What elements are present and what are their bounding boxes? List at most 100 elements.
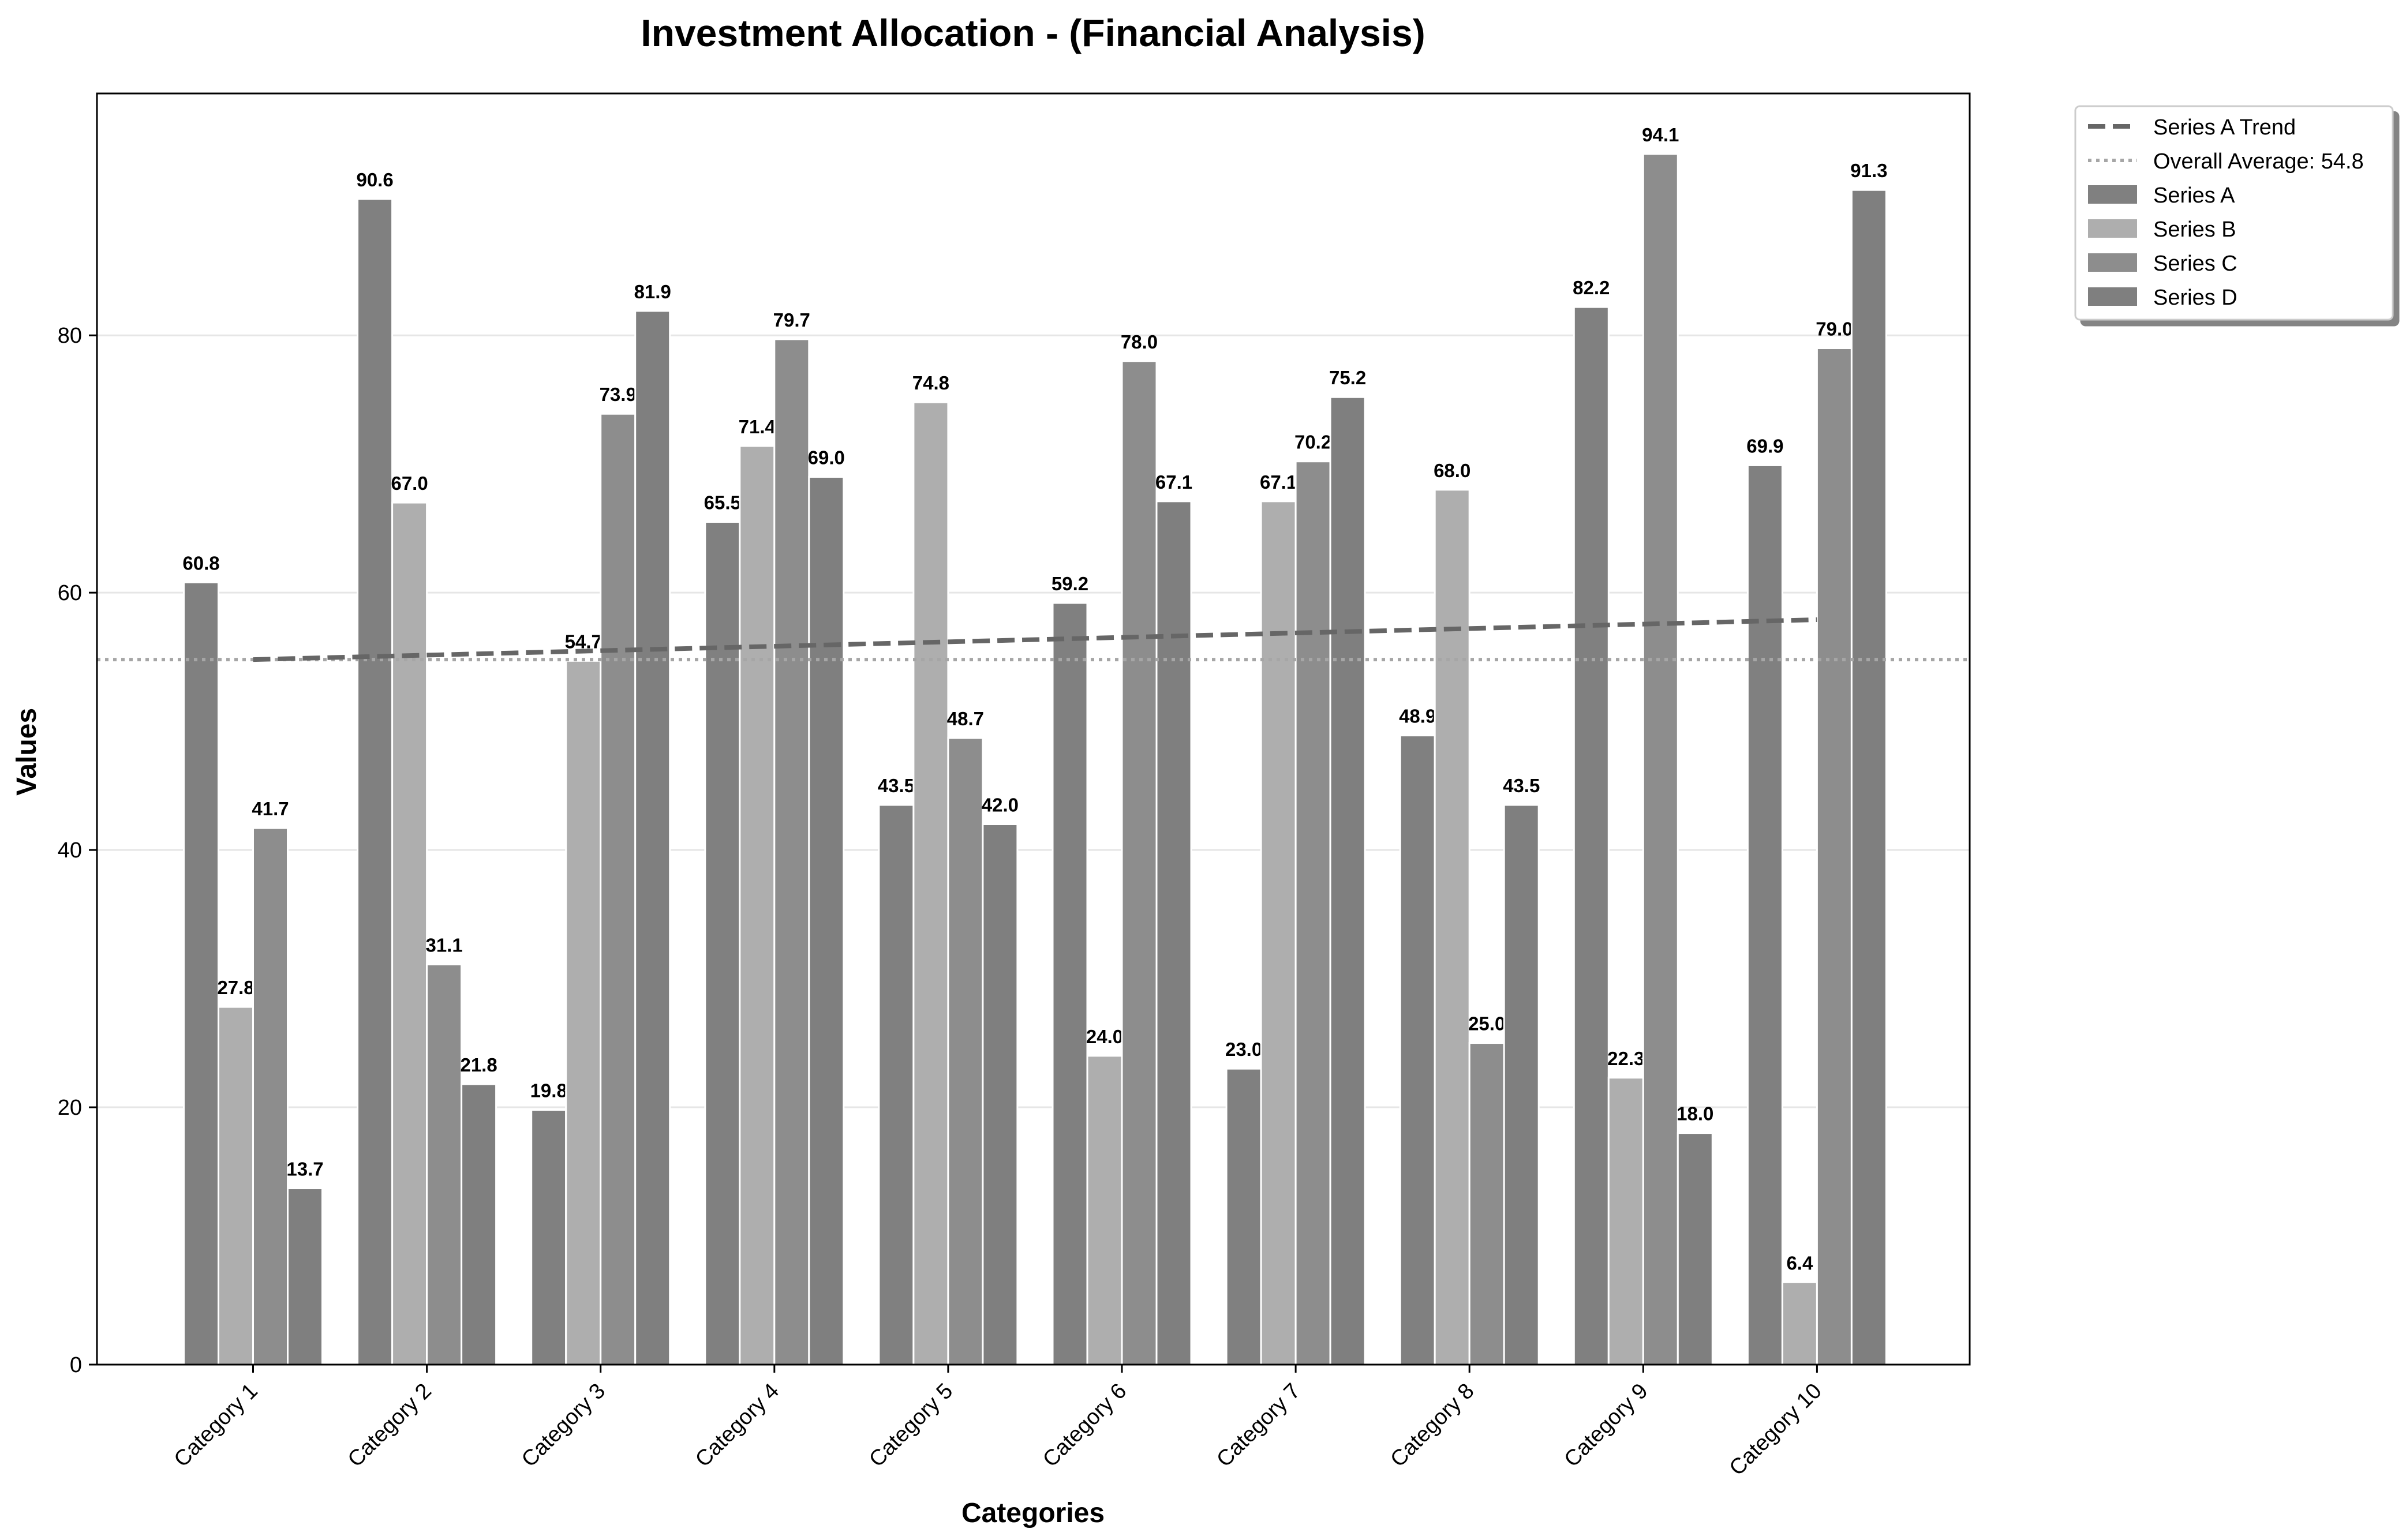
bar-value-label: 43.5 (878, 775, 915, 796)
bar-value-label: 78.0 (1121, 331, 1158, 353)
bar-value-label: 67.0 (391, 473, 428, 494)
series-4-bars: 13.7 21.8 81.9 69.0 42.0 67.1 75.2 43.5 18.0 91.3 (286, 160, 1888, 1366)
y-tick-label: 80 (58, 324, 82, 348)
bar-value-label: 43.5 (1503, 775, 1540, 796)
legend-swatch-series (2088, 287, 2137, 306)
bar-value-label: 31.1 (425, 935, 462, 956)
bar (634, 310, 671, 1366)
bar (1225, 1067, 1262, 1366)
x-tick-label: Category 1 (170, 1379, 263, 1472)
x-tick-label: Category 5 (865, 1379, 957, 1472)
bar (739, 445, 776, 1366)
bar-value-label: 23.0 (1225, 1039, 1262, 1060)
bar-value-label: 71.4 (739, 416, 776, 437)
bar (218, 1006, 254, 1366)
bar (183, 581, 219, 1366)
bar (1781, 1281, 1818, 1366)
series-3-bars: 41.7 31.1 73.9 79.7 48.7 78.0 70.2 25.0 94.1 79.0 (252, 124, 1853, 1366)
bar-value-label: 90.6 (356, 169, 393, 190)
bar-value-label: 41.7 (252, 798, 289, 819)
bar (287, 1187, 323, 1366)
bar (357, 198, 394, 1366)
legend-swatch-series (2088, 219, 2137, 238)
x-tick-label: Category 7 (1212, 1379, 1305, 1472)
bar-value-label: 67.1 (1155, 471, 1192, 493)
bar (1052, 602, 1088, 1366)
bar (1121, 360, 1158, 1366)
chart-title: Investment Allocation - (Financial Analy… (641, 12, 1425, 54)
bar-value-label: 91.3 (1850, 160, 1887, 181)
legend-label: Series D (2153, 286, 2237, 310)
bar (1434, 489, 1470, 1366)
bar-value-label: 81.9 (634, 281, 671, 302)
bar (1607, 1077, 1644, 1366)
bar-value-label: 69.0 (808, 447, 845, 468)
bar-value-label: 48.7 (947, 708, 984, 729)
legend-label: Series C (2153, 252, 2237, 276)
bar-value-label: 42.0 (982, 795, 1019, 816)
bar (1260, 500, 1297, 1366)
bar (704, 521, 741, 1366)
y-tick-label: 20 (58, 1096, 82, 1120)
bar (1746, 464, 1783, 1366)
bar (1677, 1132, 1713, 1366)
bar (391, 501, 428, 1366)
bar-value-label: 79.0 (1816, 318, 1853, 339)
bar (1399, 735, 1436, 1366)
bar-value-label: 54.7 (565, 631, 602, 652)
bar-value-label: 68.0 (1434, 460, 1470, 481)
bar (426, 964, 463, 1366)
bar (947, 737, 984, 1366)
bar-value-label: 67.1 (1260, 471, 1297, 493)
x-axis-title: Categories (961, 1498, 1105, 1528)
bar (773, 338, 810, 1366)
bar (1294, 460, 1331, 1366)
bar (252, 827, 289, 1366)
bar-value-label: 82.2 (1573, 277, 1610, 298)
bar-value-label: 27.8 (217, 977, 254, 998)
bar-value-label: 69.9 (1746, 435, 1783, 456)
bar (982, 823, 1019, 1366)
y-axis-title: Values (12, 708, 42, 796)
bar-value-label: 18.0 (1677, 1103, 1713, 1125)
legend-swatch-series (2088, 185, 2137, 204)
bar-value-label: 79.7 (773, 309, 810, 331)
bar (808, 475, 845, 1366)
legend: Series A Trend Overall Average: 54.8 Serie… (2074, 105, 2394, 321)
bar (1503, 804, 1540, 1366)
bar-value-label: 19.8 (530, 1080, 567, 1101)
bar (1468, 1042, 1505, 1366)
legend-label: Series B (2153, 218, 2236, 242)
bar-value-label: 65.5 (704, 492, 741, 514)
x-tick-label: Category 4 (691, 1379, 784, 1472)
x-tick-label: Category 8 (1386, 1379, 1479, 1472)
bar-value-label: 13.7 (286, 1159, 323, 1180)
plot-area: 0 20 40 60 80 60.8 90.6 19.8 65.5 43.5 59.2 23.0 48.… (58, 92, 1971, 1481)
trend-line (253, 617, 1817, 662)
legend-box (2074, 105, 2394, 321)
x-tick-label: Category 3 (517, 1379, 610, 1472)
bar-value-label: 75.2 (1329, 367, 1366, 388)
bar (1329, 396, 1366, 1366)
bar (1573, 306, 1610, 1366)
legend-label: Overall Average: 54.8 (2153, 149, 2364, 174)
y-tick-label: 0 (70, 1353, 82, 1377)
bar-value-label: 59.2 (1052, 573, 1088, 594)
bar-value-label: 24.0 (1086, 1026, 1123, 1047)
bar-value-label: 70.2 (1294, 432, 1331, 453)
x-tick-label: Category 9 (1560, 1379, 1653, 1472)
bar-value-label: 73.9 (600, 384, 637, 405)
bar (1155, 500, 1192, 1366)
bar (565, 660, 602, 1366)
bar-value-label: 74.8 (912, 372, 949, 394)
y-tick-label: 40 (58, 838, 82, 863)
x-tick-label: Category 2 (343, 1379, 436, 1472)
bar-value-label: 94.1 (1642, 124, 1679, 145)
bar (1816, 347, 1853, 1366)
x-tick-label: Category 6 (1038, 1379, 1131, 1472)
bar-value-label: 60.8 (182, 552, 219, 574)
bar (1086, 1055, 1123, 1366)
bar (1850, 189, 1887, 1366)
